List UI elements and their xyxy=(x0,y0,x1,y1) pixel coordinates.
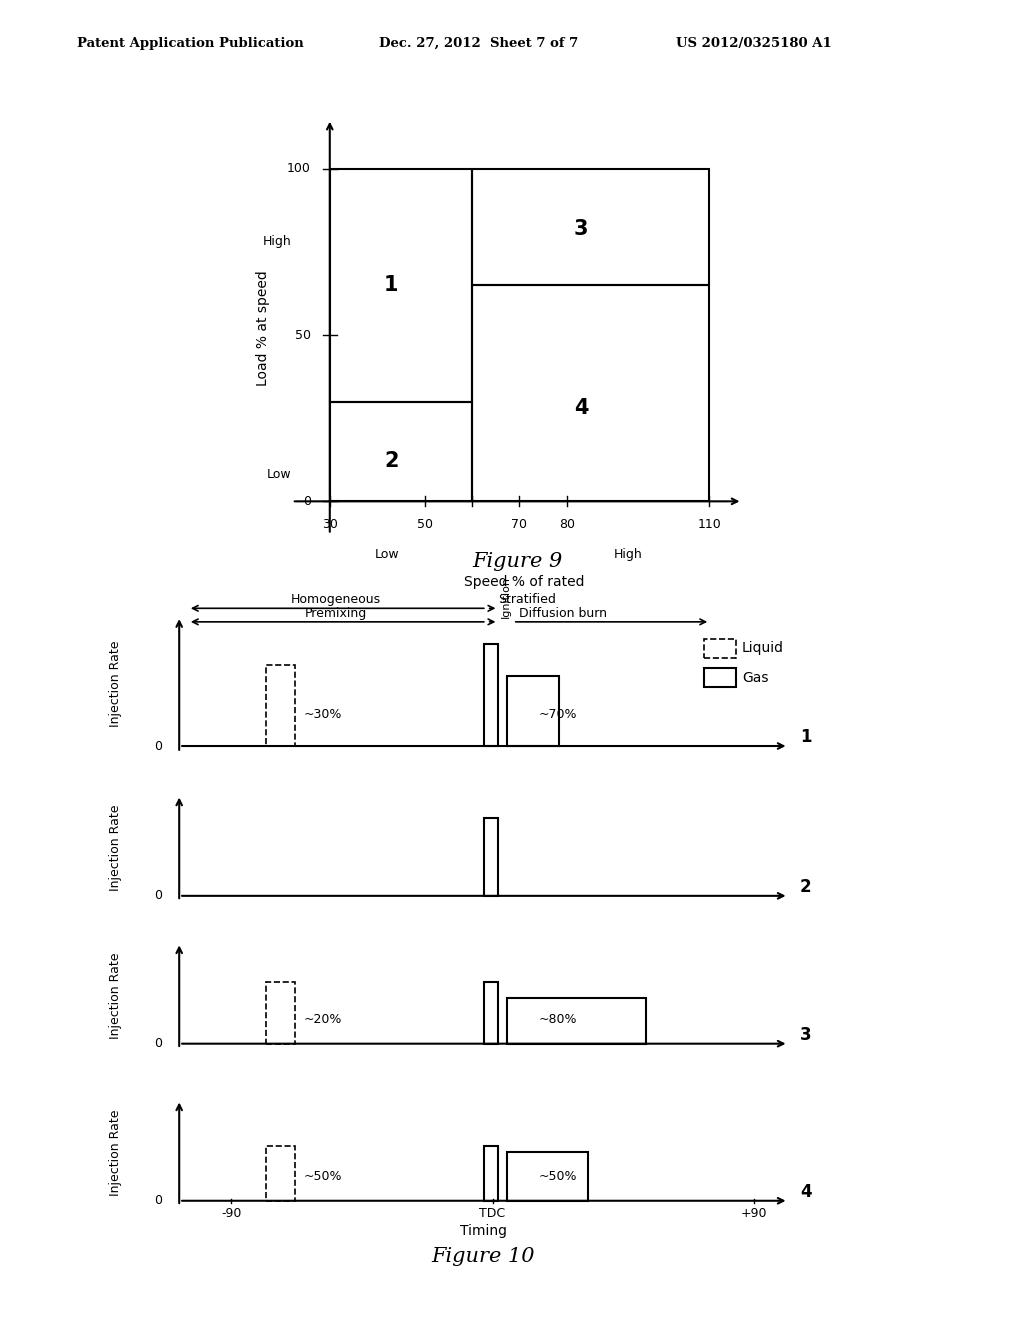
Text: 50: 50 xyxy=(295,329,311,342)
Text: Diffusion burn: Diffusion burn xyxy=(519,607,606,619)
Text: 4: 4 xyxy=(800,1183,812,1201)
Text: ~50%: ~50% xyxy=(304,1170,342,1183)
Text: 70: 70 xyxy=(512,517,527,531)
Text: Injection Rate: Injection Rate xyxy=(109,640,122,727)
Text: 0: 0 xyxy=(154,739,162,752)
Text: 0: 0 xyxy=(303,495,311,508)
Text: Figure 10: Figure 10 xyxy=(431,1247,536,1266)
Text: Injection Rate: Injection Rate xyxy=(109,804,122,891)
Bar xyxy=(507,676,559,746)
Text: High: High xyxy=(263,235,292,248)
Text: ~50%: ~50% xyxy=(539,1170,578,1183)
Bar xyxy=(266,982,295,1044)
Text: 0: 0 xyxy=(154,890,162,903)
Text: 110: 110 xyxy=(697,517,721,531)
Bar xyxy=(484,644,499,746)
Text: Load % at speed: Load % at speed xyxy=(256,271,270,387)
Bar xyxy=(705,639,736,657)
Bar xyxy=(330,401,472,502)
Text: -90: -90 xyxy=(221,1206,242,1220)
Text: Figure 9: Figure 9 xyxy=(472,552,562,570)
Text: Dec. 27, 2012  Sheet 7 of 7: Dec. 27, 2012 Sheet 7 of 7 xyxy=(379,37,579,50)
Text: Premixing: Premixing xyxy=(305,607,367,619)
Text: ~70%: ~70% xyxy=(539,708,578,721)
Bar xyxy=(266,665,295,746)
Text: Low: Low xyxy=(267,469,292,482)
Text: Timing: Timing xyxy=(460,1224,507,1238)
Text: 2: 2 xyxy=(384,451,398,471)
Text: Ignition: Ignition xyxy=(502,577,511,619)
Text: Low: Low xyxy=(375,548,399,561)
Text: 3: 3 xyxy=(573,219,589,239)
Text: 100: 100 xyxy=(287,162,311,176)
Text: 0: 0 xyxy=(154,1038,162,1051)
Text: TDC: TDC xyxy=(479,1206,506,1220)
Bar xyxy=(472,285,710,502)
Text: ~20%: ~20% xyxy=(304,1012,342,1026)
Text: 3: 3 xyxy=(800,1026,812,1044)
Text: 0: 0 xyxy=(154,1195,162,1208)
Text: 4: 4 xyxy=(573,399,589,418)
Text: Stratified: Stratified xyxy=(499,593,556,606)
Text: 2: 2 xyxy=(800,878,812,896)
Bar xyxy=(330,169,472,401)
Text: Speed % of rated: Speed % of rated xyxy=(464,574,585,589)
Text: ~80%: ~80% xyxy=(539,1012,578,1026)
Bar xyxy=(507,1152,588,1201)
Text: 1: 1 xyxy=(800,729,812,746)
Text: 30: 30 xyxy=(322,517,338,531)
Text: Injection Rate: Injection Rate xyxy=(109,1109,122,1196)
Bar xyxy=(705,668,736,688)
Text: Injection Rate: Injection Rate xyxy=(109,952,122,1039)
Text: 1: 1 xyxy=(384,275,398,296)
Bar xyxy=(484,1146,499,1201)
Text: ~30%: ~30% xyxy=(304,708,342,721)
Text: US 2012/0325180 A1: US 2012/0325180 A1 xyxy=(676,37,831,50)
Text: 80: 80 xyxy=(559,517,574,531)
Bar xyxy=(484,982,499,1044)
Bar xyxy=(507,998,646,1044)
Text: Gas: Gas xyxy=(742,671,769,685)
Bar xyxy=(266,1146,295,1201)
Text: 50: 50 xyxy=(417,517,432,531)
Text: High: High xyxy=(614,548,643,561)
Bar xyxy=(484,818,499,896)
Text: +90: +90 xyxy=(740,1206,767,1220)
Text: Liquid: Liquid xyxy=(742,642,784,655)
Text: Patent Application Publication: Patent Application Publication xyxy=(77,37,303,50)
Text: Homogeneous: Homogeneous xyxy=(291,593,381,606)
Bar xyxy=(472,169,710,285)
